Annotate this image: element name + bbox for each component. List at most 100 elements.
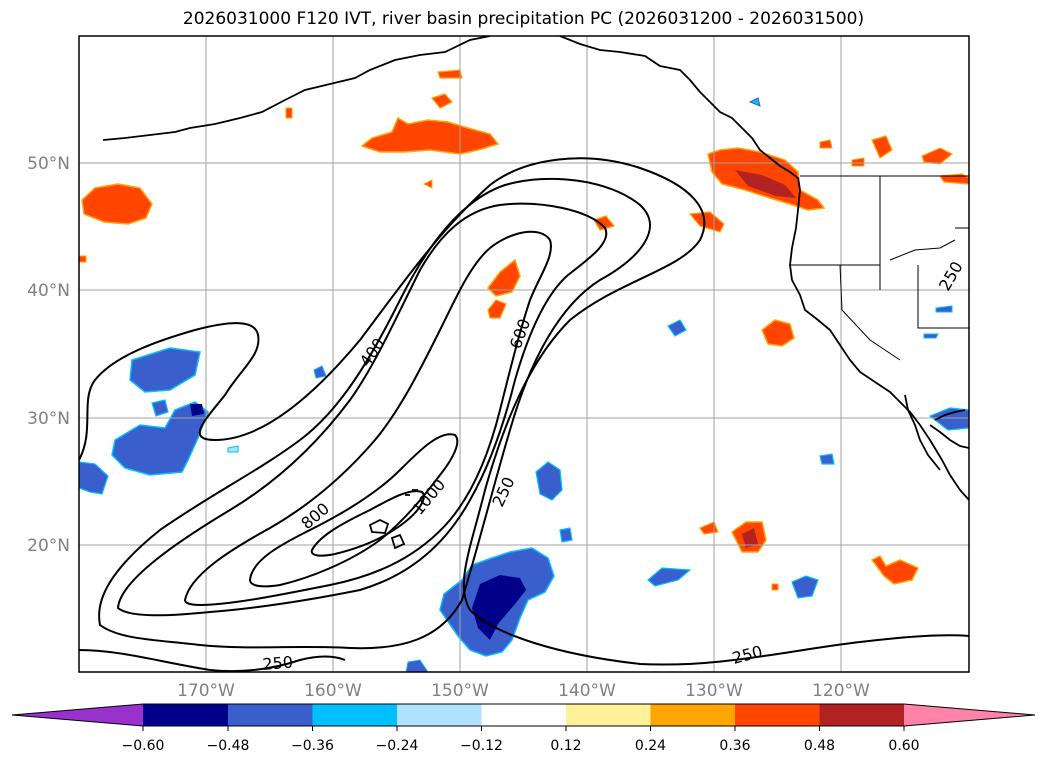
coast-alaska-peninsula bbox=[102, 36, 491, 141]
colorbar-extend-high bbox=[904, 704, 1035, 726]
blue-patch-7 bbox=[819, 453, 835, 465]
blue-patch-2 bbox=[535, 461, 563, 501]
blue-patch-main-core bbox=[472, 575, 526, 640]
orange-patch-coast-3 bbox=[593, 215, 616, 231]
lat-label-20n: 20°N bbox=[27, 536, 70, 556]
state-border-2 bbox=[790, 264, 881, 290]
colorbar: −0.60 −0.48 −0.36 −0.24 −0.12 0.12 0.24 … bbox=[11, 703, 1036, 754]
blue-patch-west-3 bbox=[151, 399, 169, 417]
colorbar-label-4: −0.24 bbox=[376, 738, 419, 754]
ivt-contour-250-outer bbox=[79, 157, 969, 666]
colorbar-label-6: 0.12 bbox=[550, 738, 581, 754]
colorbar-segment-2 bbox=[228, 704, 313, 726]
blue-patch-9 bbox=[313, 365, 327, 379]
colorbar-segment-6 bbox=[566, 704, 651, 726]
blue-patch-10 bbox=[227, 445, 239, 453]
orange-patch-north-3 bbox=[437, 69, 463, 79]
blue-patch-4 bbox=[647, 567, 692, 587]
colorbar-label-3: −0.36 bbox=[291, 738, 334, 754]
blue-patch-6 bbox=[667, 319, 687, 337]
colorbar-segment-5 bbox=[481, 704, 566, 726]
orange-patch-edge-west bbox=[79, 255, 87, 263]
blue-patch-edge bbox=[79, 461, 109, 495]
lon-label-150w: 150°W bbox=[431, 681, 489, 701]
colorbar-label-10: 0.60 bbox=[888, 738, 919, 754]
colorbar-segment-3 bbox=[312, 704, 397, 726]
lat-label-40n: 40°N bbox=[27, 281, 70, 301]
orange-patch-small-2 bbox=[771, 583, 779, 591]
contour-label-250-bottom: 250 bbox=[262, 652, 294, 674]
lon-label-170w: 170°W bbox=[177, 681, 235, 701]
colorbar-segment-8 bbox=[735, 704, 820, 726]
blue-patch-14 bbox=[923, 333, 939, 339]
boundaries bbox=[790, 175, 969, 361]
ivt-contours bbox=[79, 157, 969, 672]
orange-patch-north-1 bbox=[360, 116, 500, 155]
ivt-contour-1000 bbox=[310, 490, 425, 557]
blue-patch-8 bbox=[928, 407, 969, 431]
colorbar-label-8: 0.36 bbox=[719, 738, 750, 754]
red-patch-south-1 bbox=[742, 528, 758, 548]
orange-patch-small-1 bbox=[422, 179, 433, 189]
coast-baja bbox=[904, 394, 941, 471]
coast-mexico-east bbox=[934, 409, 966, 421]
blue-patch-west-1 bbox=[129, 347, 201, 393]
colorbar-label-2: −0.48 bbox=[207, 738, 250, 754]
colorbar-label-5: −0.12 bbox=[460, 738, 503, 754]
latitude-labels: 50°N 40°N 30°N 20°N bbox=[27, 154, 70, 556]
orange-patch-coast-2 bbox=[688, 211, 725, 233]
blue-patch-11 bbox=[405, 659, 429, 672]
coastlines bbox=[102, 36, 969, 550]
blue-patch-west-2 bbox=[111, 401, 209, 476]
state-border-3 bbox=[839, 264, 901, 361]
ivt-contour-800 bbox=[248, 433, 459, 588]
orange-patch-mid-1 bbox=[487, 258, 521, 297]
ivt-contour-400 bbox=[116, 202, 608, 617]
lon-label-160w: 160°W bbox=[304, 681, 362, 701]
orange-patch-northeast-2 bbox=[921, 147, 954, 165]
red-patch-coast-wa bbox=[735, 170, 796, 198]
blue-patch-3 bbox=[559, 527, 573, 543]
state-border-6 bbox=[889, 239, 956, 261]
ivt-contour-250-inner-bottom bbox=[98, 177, 651, 650]
lon-label-130w: 130°W bbox=[685, 681, 743, 701]
negative-anomaly-areas bbox=[79, 97, 969, 672]
colorbar-segment-7 bbox=[650, 704, 735, 726]
blue-patch-dark-1 bbox=[190, 404, 204, 416]
ivt-contour-250-bottom bbox=[79, 649, 346, 672]
blue-patch-12 bbox=[748, 97, 761, 107]
colorbar-segment-1 bbox=[143, 704, 228, 726]
orange-patch-north-2 bbox=[430, 93, 453, 109]
longitude-labels: 170°W 160°W 150°W 140°W 130°W 120°W bbox=[177, 681, 870, 701]
colorbar-label-1: −0.60 bbox=[122, 738, 165, 754]
colorbar-ticks bbox=[142, 726, 905, 731]
orange-patch-mid-2 bbox=[487, 299, 507, 319]
orange-patch-south-3 bbox=[870, 555, 920, 585]
lon-label-120w: 120°W bbox=[812, 681, 870, 701]
orange-patch-northeast-5 bbox=[819, 139, 833, 149]
colorbar-label-7: 0.24 bbox=[635, 738, 666, 754]
colorbar-extend-low bbox=[12, 704, 143, 726]
state-border-4 bbox=[917, 265, 969, 329]
state-border-5 bbox=[955, 227, 969, 265]
colorbar-segment-9 bbox=[819, 704, 904, 726]
colorbar-segment-4 bbox=[397, 704, 482, 726]
orange-patch-northeast-1 bbox=[871, 135, 893, 159]
hawaii-islands bbox=[368, 489, 418, 550]
ivt-contour-600 bbox=[183, 230, 552, 607]
map-panel bbox=[79, 36, 969, 672]
orange-patch-northeast-4 bbox=[851, 157, 865, 167]
map-frame bbox=[78, 35, 970, 673]
lon-label-140w: 140°W bbox=[558, 681, 616, 701]
coast-west-us bbox=[789, 189, 969, 501]
orange-patch-north-4 bbox=[285, 107, 293, 119]
coast-alaska-gulf bbox=[559, 36, 801, 191]
colorbar-label-9: 0.48 bbox=[804, 738, 835, 754]
blue-patch-13 bbox=[935, 305, 953, 313]
map-title: 2026031000 F120 IVT, river basin precipi… bbox=[182, 9, 865, 29]
lat-label-30n: 30°N bbox=[27, 409, 70, 429]
lat-label-50n: 50°N bbox=[27, 154, 70, 174]
coast-baja-2 bbox=[929, 424, 969, 449]
orange-patch-mid-3 bbox=[761, 319, 795, 347]
